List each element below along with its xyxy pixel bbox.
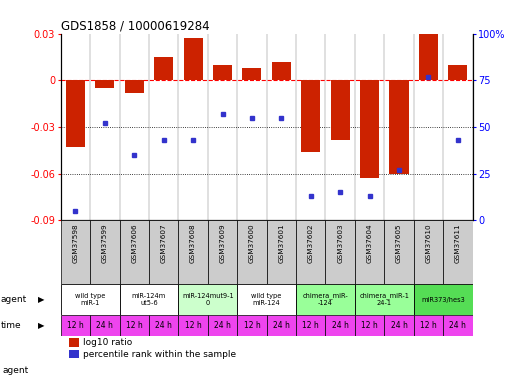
Bar: [178, 220, 208, 284]
Bar: [267, 220, 296, 284]
Text: GSM37603: GSM37603: [337, 224, 343, 263]
Bar: [414, 315, 443, 336]
Text: miR-124m
ut5-6: miR-124m ut5-6: [132, 293, 166, 306]
Text: miR-124mut9-1
0: miR-124mut9-1 0: [182, 293, 233, 306]
Text: agent: agent: [3, 366, 29, 375]
Bar: [69, 350, 79, 358]
Text: 24 h: 24 h: [273, 321, 290, 330]
Text: 24 h: 24 h: [97, 321, 114, 330]
Text: GSM37599: GSM37599: [102, 224, 108, 263]
Text: 12 h: 12 h: [420, 321, 437, 330]
Bar: [237, 284, 296, 315]
Bar: [355, 315, 384, 336]
Text: GSM37602: GSM37602: [308, 224, 314, 263]
Text: miR373/hes3: miR373/hes3: [421, 297, 465, 303]
Bar: [384, 220, 414, 284]
Bar: [208, 220, 237, 284]
Bar: [119, 315, 149, 336]
Bar: [178, 284, 237, 315]
Text: chimera_miR-
-124: chimera_miR- -124: [303, 292, 348, 306]
Bar: [178, 315, 208, 336]
Bar: [242, 68, 261, 80]
Bar: [69, 339, 79, 347]
Bar: [154, 57, 173, 80]
Bar: [119, 284, 178, 315]
Bar: [325, 315, 355, 336]
Bar: [331, 80, 350, 140]
Bar: [61, 315, 90, 336]
Bar: [360, 80, 379, 178]
Text: GSM37605: GSM37605: [396, 224, 402, 263]
Bar: [355, 220, 384, 284]
Bar: [419, 34, 438, 80]
Text: 12 h: 12 h: [361, 321, 378, 330]
Bar: [443, 220, 473, 284]
Bar: [384, 315, 414, 336]
Bar: [61, 220, 90, 284]
Text: GSM37601: GSM37601: [278, 224, 285, 263]
Bar: [61, 284, 119, 315]
Bar: [414, 284, 473, 315]
Bar: [296, 284, 355, 315]
Text: 24 h: 24 h: [214, 321, 231, 330]
Bar: [390, 80, 409, 174]
Text: percentile rank within the sample: percentile rank within the sample: [83, 350, 237, 358]
Text: chimera_miR-1
24-1: chimera_miR-1 24-1: [360, 292, 409, 306]
Bar: [95, 80, 115, 88]
Text: 24 h: 24 h: [391, 321, 408, 330]
Text: wild type
miR-124: wild type miR-124: [251, 293, 282, 306]
Text: ▶: ▶: [38, 321, 44, 330]
Bar: [325, 220, 355, 284]
Bar: [66, 80, 85, 147]
Text: time: time: [1, 321, 21, 330]
Bar: [119, 220, 149, 284]
Bar: [184, 38, 203, 80]
Text: GSM37598: GSM37598: [72, 224, 79, 263]
Text: 12 h: 12 h: [243, 321, 260, 330]
Text: GDS1858 / 10000619284: GDS1858 / 10000619284: [61, 20, 209, 33]
Bar: [448, 65, 467, 80]
Text: GSM37607: GSM37607: [161, 224, 167, 263]
Text: 12 h: 12 h: [185, 321, 202, 330]
Text: GSM37611: GSM37611: [455, 224, 461, 263]
Bar: [296, 220, 325, 284]
Bar: [272, 62, 291, 80]
Bar: [90, 220, 119, 284]
Text: GSM37610: GSM37610: [426, 224, 431, 263]
Text: 24 h: 24 h: [449, 321, 466, 330]
Bar: [443, 315, 473, 336]
Text: agent: agent: [1, 295, 27, 304]
Bar: [213, 65, 232, 80]
Text: GSM37608: GSM37608: [190, 224, 196, 263]
Bar: [267, 315, 296, 336]
Bar: [237, 220, 267, 284]
Bar: [90, 315, 119, 336]
Bar: [414, 220, 443, 284]
Text: GSM37600: GSM37600: [249, 224, 255, 263]
Text: GSM37604: GSM37604: [366, 224, 373, 263]
Bar: [208, 315, 237, 336]
Text: log10 ratio: log10 ratio: [83, 338, 133, 347]
Bar: [355, 284, 414, 315]
Text: GSM37609: GSM37609: [220, 224, 225, 263]
Text: 24 h: 24 h: [155, 321, 172, 330]
Bar: [149, 315, 178, 336]
Text: wild type
miR-1: wild type miR-1: [75, 293, 105, 306]
Bar: [125, 80, 144, 93]
Text: 12 h: 12 h: [67, 321, 84, 330]
Text: 12 h: 12 h: [303, 321, 319, 330]
Text: ▶: ▶: [38, 295, 44, 304]
Bar: [296, 315, 325, 336]
Bar: [149, 220, 178, 284]
Text: 24 h: 24 h: [332, 321, 348, 330]
Text: GSM37606: GSM37606: [131, 224, 137, 263]
Bar: [237, 315, 267, 336]
Bar: [301, 80, 320, 152]
Text: 12 h: 12 h: [126, 321, 143, 330]
